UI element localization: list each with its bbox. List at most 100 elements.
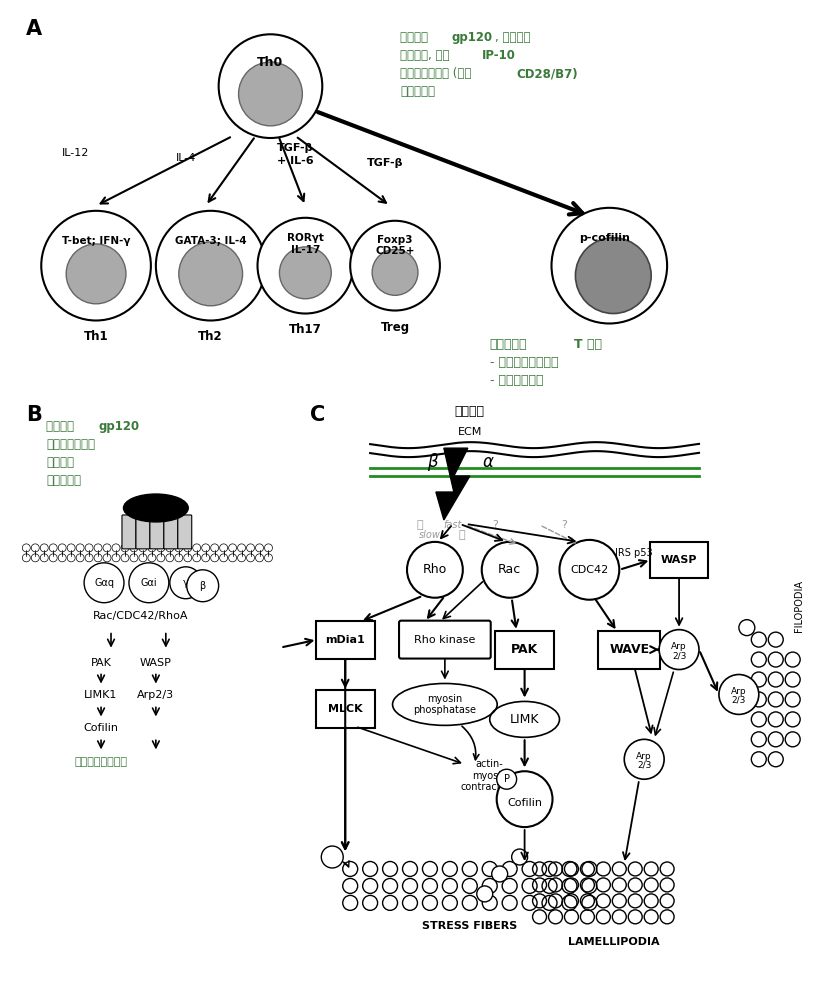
Text: Cofilin: Cofilin	[507, 798, 542, 808]
Text: Th0: Th0	[257, 56, 284, 69]
Text: Arp: Arp	[672, 642, 687, 651]
Text: 2/3: 2/3	[637, 761, 651, 770]
Text: Arp: Arp	[731, 687, 747, 696]
Text: 慢: 慢	[417, 520, 424, 530]
Text: T: T	[574, 338, 582, 351]
FancyBboxPatch shape	[650, 542, 708, 578]
Circle shape	[512, 849, 528, 865]
Text: p-cofilin: p-cofilin	[579, 233, 630, 243]
Text: TGF-β: TGF-β	[367, 158, 403, 168]
Text: Rac/CDC42/RhoA: Rac/CDC42/RhoA	[93, 611, 188, 621]
Text: LIMK: LIMK	[510, 713, 539, 726]
Text: WASP: WASP	[661, 555, 698, 565]
Circle shape	[372, 249, 418, 295]
Text: IL-4: IL-4	[175, 153, 196, 163]
Text: Arp: Arp	[636, 752, 652, 761]
Text: 艾滋病毒: 艾滋病毒	[47, 420, 78, 433]
Text: Rho kinase: Rho kinase	[415, 635, 476, 645]
Text: A: A	[26, 19, 42, 39]
FancyBboxPatch shape	[598, 631, 660, 669]
Text: Th2: Th2	[198, 330, 223, 343]
FancyBboxPatch shape	[399, 621, 490, 659]
Text: FILOPODIA: FILOPODIA	[794, 580, 804, 632]
Polygon shape	[436, 448, 470, 520]
Text: 癌细胞抗原: 癌细胞抗原	[47, 474, 82, 487]
Circle shape	[219, 34, 322, 138]
Circle shape	[84, 563, 124, 603]
Ellipse shape	[123, 494, 188, 522]
Text: STRESS FIBERS: STRESS FIBERS	[422, 921, 517, 931]
Text: γ: γ	[183, 578, 188, 588]
Circle shape	[481, 542, 538, 598]
Text: - 细胞迁徙功能缺失: - 细胞迁徙功能缺失	[490, 356, 558, 369]
Circle shape	[179, 242, 242, 306]
Circle shape	[738, 620, 755, 636]
Text: IL-12: IL-12	[62, 148, 89, 158]
Text: GATA-3; IL-4: GATA-3; IL-4	[175, 236, 246, 246]
Circle shape	[477, 886, 493, 902]
Text: β: β	[427, 453, 437, 471]
Circle shape	[279, 247, 331, 299]
Text: 粘附分子: 粘附分子	[455, 405, 485, 418]
Text: gp120: gp120	[98, 420, 140, 433]
Text: fast: fast	[444, 520, 462, 530]
Text: 共刺激分子受体: 共刺激分子受体	[47, 438, 95, 451]
Text: LIMK1: LIMK1	[84, 690, 118, 700]
Text: 功能失调的: 功能失调的	[490, 338, 527, 351]
Text: Rho: Rho	[423, 563, 447, 576]
Text: PAK: PAK	[91, 658, 112, 668]
Text: 炎症因子: 炎症因子	[47, 456, 74, 469]
FancyBboxPatch shape	[150, 515, 164, 549]
Text: MLCK: MLCK	[328, 704, 362, 714]
Text: + IL-6: + IL-6	[277, 156, 313, 166]
Text: C: C	[310, 405, 326, 425]
Circle shape	[350, 221, 440, 311]
FancyBboxPatch shape	[316, 690, 375, 728]
Circle shape	[497, 771, 552, 827]
Circle shape	[238, 62, 303, 126]
Circle shape	[560, 540, 619, 600]
Text: Gαq: Gαq	[94, 578, 114, 588]
Text: IRS p53: IRS p53	[615, 548, 653, 558]
Circle shape	[129, 563, 169, 603]
Text: - 应答功能缺失: - 应答功能缺失	[490, 374, 543, 387]
Circle shape	[156, 211, 265, 320]
Circle shape	[187, 570, 219, 602]
Text: ?: ?	[492, 520, 498, 530]
Text: Th1: Th1	[84, 330, 109, 343]
Text: myosin
phosphatase: myosin phosphatase	[414, 694, 477, 715]
Text: 艾滋病毒: 艾滋病毒	[400, 31, 432, 44]
Text: ?: ?	[561, 520, 567, 530]
Text: Th17: Th17	[289, 323, 322, 336]
Text: 共刺激分子受体 (比如: 共刺激分子受体 (比如	[400, 67, 472, 80]
Circle shape	[624, 739, 664, 779]
Circle shape	[552, 208, 667, 323]
Text: TGF-β: TGF-β	[277, 143, 313, 153]
Text: B: B	[26, 405, 42, 425]
Text: 2/3: 2/3	[732, 696, 746, 705]
FancyBboxPatch shape	[136, 515, 150, 549]
FancyBboxPatch shape	[495, 631, 554, 669]
Circle shape	[170, 567, 202, 599]
Text: 2/3: 2/3	[672, 651, 686, 660]
Text: 癌细胞抗原: 癌细胞抗原	[400, 85, 435, 98]
Circle shape	[322, 846, 344, 868]
Text: mDia1: mDia1	[326, 635, 365, 645]
Text: 肌动蛋白细胞骨架: 肌动蛋白细胞骨架	[74, 757, 127, 767]
Text: slow: slow	[419, 530, 441, 540]
FancyBboxPatch shape	[316, 621, 375, 659]
Text: LAMELLIPODIA: LAMELLIPODIA	[569, 937, 660, 947]
Text: Gαi: Gαi	[140, 578, 157, 588]
Text: WASP: WASP	[140, 658, 172, 668]
Circle shape	[66, 244, 126, 304]
Text: PAK: PAK	[511, 643, 539, 656]
Text: ECM: ECM	[458, 427, 482, 437]
Text: 细胞: 细胞	[583, 338, 602, 351]
Circle shape	[42, 211, 151, 320]
Text: T-bet; IFN-γ: T-bet; IFN-γ	[62, 236, 131, 246]
Text: α: α	[482, 453, 493, 471]
Text: Arp2/3: Arp2/3	[137, 690, 175, 700]
Text: WAVE: WAVE	[610, 643, 650, 656]
Circle shape	[407, 542, 463, 598]
Text: Treg: Treg	[380, 320, 410, 334]
